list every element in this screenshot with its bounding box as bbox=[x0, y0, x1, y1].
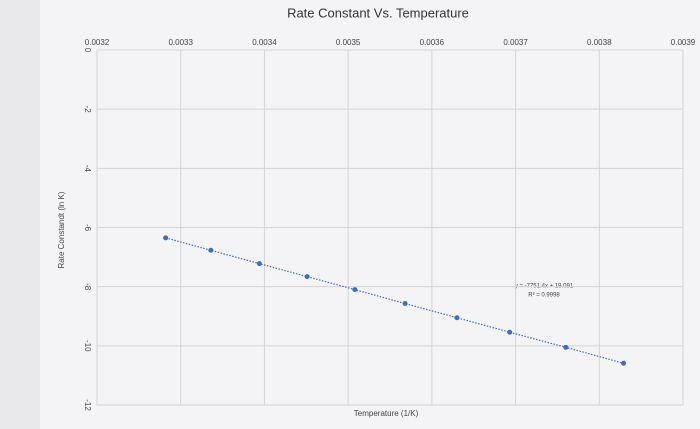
data-point bbox=[563, 344, 569, 350]
data-point bbox=[304, 274, 310, 280]
trendline bbox=[165, 237, 624, 364]
y-tick-label: -12 bbox=[83, 399, 92, 411]
y-tick-label: 0 bbox=[83, 48, 92, 53]
data-point bbox=[256, 261, 262, 267]
data-point bbox=[621, 360, 627, 366]
y-axis-title: Rate Constandt (ln K) bbox=[57, 191, 66, 268]
chart-title: Rate Constant Vs. Temperature bbox=[287, 5, 469, 20]
data-point bbox=[163, 235, 169, 241]
x-tick-label: 0.0032 bbox=[85, 38, 110, 47]
r-squared: R² = 0.9998 bbox=[528, 293, 560, 299]
x-axis-title: Temperature (1/K) bbox=[354, 409, 419, 418]
x-tick-label: 0.0039 bbox=[671, 38, 696, 47]
chart-background bbox=[40, 0, 700, 429]
x-tick-label: 0.0037 bbox=[503, 38, 528, 47]
data-point bbox=[352, 287, 358, 293]
data-point bbox=[402, 301, 408, 307]
y-tick-label: -10 bbox=[83, 340, 92, 352]
y-tick-label: -4 bbox=[83, 165, 92, 173]
x-tick-label: 0.0036 bbox=[420, 38, 445, 47]
y-tick-label: -6 bbox=[83, 224, 92, 232]
y-tick-label: -8 bbox=[83, 283, 92, 291]
x-tick-label: 0.0033 bbox=[168, 38, 193, 47]
data-point bbox=[454, 315, 460, 321]
x-tick-label: 0.0035 bbox=[336, 38, 361, 47]
data-point bbox=[208, 247, 214, 253]
x-tick-label: 0.0038 bbox=[587, 38, 612, 47]
x-tick-label: 0.0034 bbox=[252, 38, 277, 47]
data-point bbox=[507, 329, 513, 335]
y-tick-label: -2 bbox=[83, 106, 92, 114]
